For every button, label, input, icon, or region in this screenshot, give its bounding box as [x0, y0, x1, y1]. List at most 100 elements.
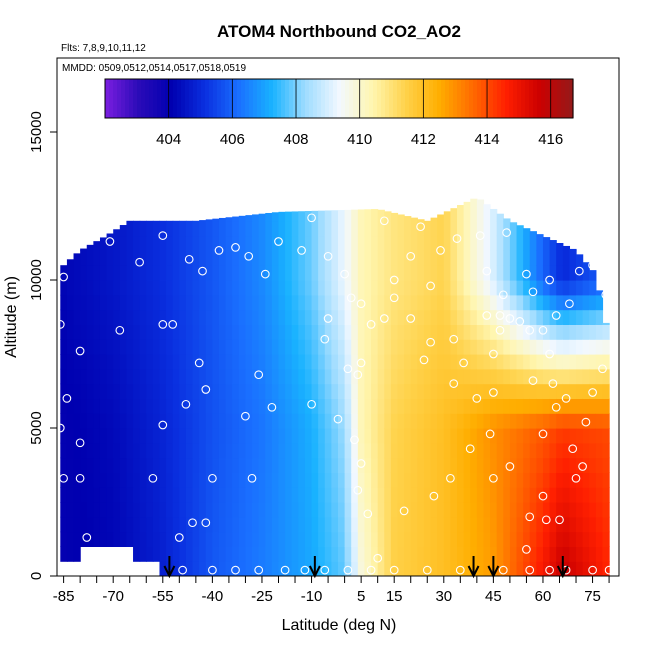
heatmap-cell — [437, 383, 445, 399]
heatmap-cell — [390, 250, 399, 266]
heatmap-cell — [265, 383, 273, 399]
heatmap-cell — [509, 280, 518, 296]
colorbar-strip — [125, 79, 130, 118]
heatmap-cell — [99, 398, 108, 414]
heatmap-cell — [119, 487, 128, 503]
heatmap-cell — [212, 265, 220, 281]
heatmap-cell — [179, 368, 187, 385]
heatmap-cell — [278, 294, 286, 311]
heatmap-cell — [338, 516, 346, 533]
heatmap-cell — [509, 222, 518, 237]
colorbar-strip — [445, 79, 450, 118]
heatmap-cell — [483, 487, 491, 503]
heatmap-cell — [443, 398, 451, 414]
heatmap-cell — [232, 442, 240, 459]
heatmap-cell — [503, 516, 511, 533]
heatmap-cell — [252, 383, 260, 399]
heatmap-cell — [390, 561, 399, 576]
heatmap-cell — [133, 235, 141, 251]
heatmap-cell — [113, 383, 121, 399]
heatmap-cell — [384, 516, 392, 533]
heatmap-cell — [146, 502, 154, 518]
heatmap-cell — [205, 219, 213, 222]
heatmap-cell — [225, 516, 233, 533]
heatmap-cell — [384, 294, 392, 311]
sample-point — [538, 325, 548, 335]
colorbar-strip — [373, 79, 378, 118]
heatmap-cell — [265, 309, 273, 325]
heatmap-cell — [364, 265, 372, 281]
sample-point — [598, 263, 607, 273]
heatmap-cell — [576, 294, 584, 311]
heatmap-cell — [562, 245, 571, 251]
heatmap-cell — [470, 546, 478, 562]
heatmap-cell — [443, 516, 451, 533]
heatmap-cell — [404, 383, 412, 399]
heatmap-cell — [496, 309, 504, 325]
heatmap-cell — [463, 206, 471, 222]
heatmap-cell — [113, 229, 121, 237]
heatmap-cell — [536, 546, 544, 562]
heatmap-cell — [556, 442, 564, 459]
heatmap-cell — [285, 398, 293, 414]
heatmap-cell — [404, 216, 412, 222]
colorbar-strip — [361, 79, 366, 118]
heatmap-cell — [556, 265, 564, 281]
heatmap-cell — [252, 546, 260, 562]
heatmap-cell — [166, 265, 174, 281]
heatmap-cell — [252, 457, 260, 473]
sample-point — [241, 411, 250, 421]
heatmap-cell — [404, 220, 412, 237]
colorbar-strip — [353, 79, 358, 118]
heatmap-cell — [106, 294, 114, 311]
heatmap-cell — [113, 398, 121, 414]
heatmap-cell — [483, 324, 491, 340]
heatmap-cell — [423, 457, 432, 473]
heatmap-cell — [516, 561, 524, 576]
heatmap-cell — [324, 220, 332, 237]
heatmap-cell — [384, 235, 392, 251]
heatmap-cell — [523, 398, 531, 414]
heatmap-cell — [278, 383, 286, 399]
heatmap-cell — [457, 398, 465, 414]
heatmap-cell — [457, 442, 465, 459]
heatmap-cell — [523, 546, 531, 562]
heatmap-cell — [549, 472, 557, 488]
heatmap-cell — [166, 220, 174, 237]
heatmap-cell — [285, 354, 293, 370]
heatmap-cell — [602, 428, 610, 444]
heatmap-cell — [470, 413, 478, 429]
heatmap-cell — [252, 235, 260, 251]
heatmap-cell — [556, 457, 564, 473]
heatmap-cell — [562, 428, 571, 444]
heatmap-cell — [252, 280, 260, 296]
heatmap-cell — [417, 265, 425, 281]
heatmap-cell — [99, 339, 108, 355]
colorbar-strip — [533, 79, 538, 118]
heatmap-cell — [225, 250, 233, 266]
heatmap-cell — [331, 368, 339, 385]
colorbar-strip — [325, 79, 330, 118]
heatmap-cell — [238, 280, 247, 296]
heatmap-cell — [152, 442, 161, 459]
heatmap-cell — [245, 368, 253, 385]
heatmap-cell — [602, 472, 610, 488]
heatmap-cell — [470, 383, 478, 399]
heatmap-cell — [285, 211, 293, 222]
heatmap-cell — [318, 487, 326, 503]
heatmap-cell — [311, 383, 319, 399]
heatmap-cell — [99, 383, 108, 399]
heatmap-cell — [304, 280, 313, 296]
heatmap-cell — [291, 211, 299, 222]
heatmap-cell — [146, 487, 154, 503]
heatmap-cell — [450, 531, 458, 547]
heatmap-cell — [457, 309, 465, 325]
heatmap-cell — [80, 516, 88, 533]
heatmap-cell — [450, 235, 458, 251]
heatmap-cell — [304, 457, 313, 473]
heatmap-cell — [384, 383, 392, 399]
heatmap-cell — [589, 546, 597, 562]
colorbar-strip — [365, 79, 370, 118]
heatmap-cell — [417, 383, 425, 399]
heatmap-cell — [298, 531, 306, 547]
